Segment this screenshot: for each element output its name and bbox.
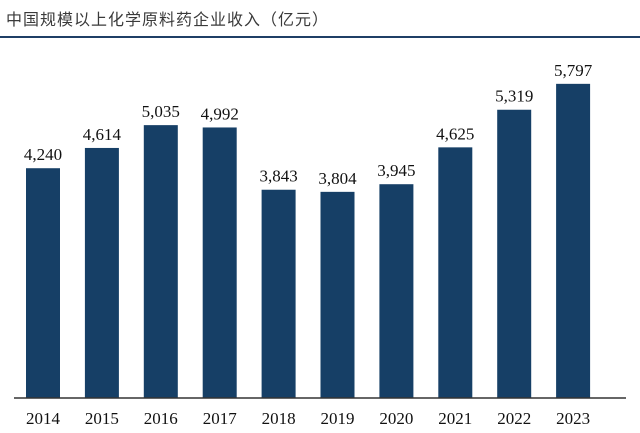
x-tick-2019: 2019 [321,409,355,428]
x-tick-2021: 2021 [438,409,472,428]
bar-2023 [556,83,591,398]
title-divider [0,36,640,38]
bar-2020 [379,184,414,398]
x-tick-2023: 2023 [556,409,590,428]
value-label-2022: 5,319 [495,87,533,106]
x-tick-2016: 2016 [144,409,178,428]
bar-2017 [202,127,237,398]
x-tick-2020: 2020 [379,409,413,428]
value-label-2020: 3,945 [377,161,415,180]
bar-2016 [143,125,178,398]
bar-2019 [320,191,355,398]
bars-layer [26,83,591,399]
value-label-2018: 3,843 [259,167,297,186]
value-label-2017: 4,992 [201,104,239,123]
x-tick-2018: 2018 [262,409,296,428]
x-tick-2014: 2014 [26,409,61,428]
bar-2018 [261,189,296,398]
value-labels-layer: 4,240 4,614 5,035 4,992 3,843 3,804 3,945 4,625… [24,61,593,188]
bar-2014 [26,168,60,398]
value-label-2021: 4,625 [436,124,474,143]
bar-2021 [438,147,473,398]
x-tick-2015: 2015 [85,409,119,428]
value-label-2019: 3,804 [318,169,357,188]
bar-2022 [497,109,532,399]
value-label-2014: 4,240 [24,145,62,164]
value-label-2015: 4,614 [83,125,122,144]
x-tick-2022: 2022 [497,409,531,428]
bar-2015 [84,147,119,398]
x-tick-2017: 2017 [203,409,238,428]
chart-title: 中国规模以上化学原料药企业收入（亿元） [6,10,330,29]
x-tick-labels-layer: 2014 2015 2016 2017 2018 2019 2020 2021 2022 2023 [26,409,590,428]
value-label-2023: 5,797 [554,61,593,80]
value-label-2016: 5,035 [142,102,180,121]
